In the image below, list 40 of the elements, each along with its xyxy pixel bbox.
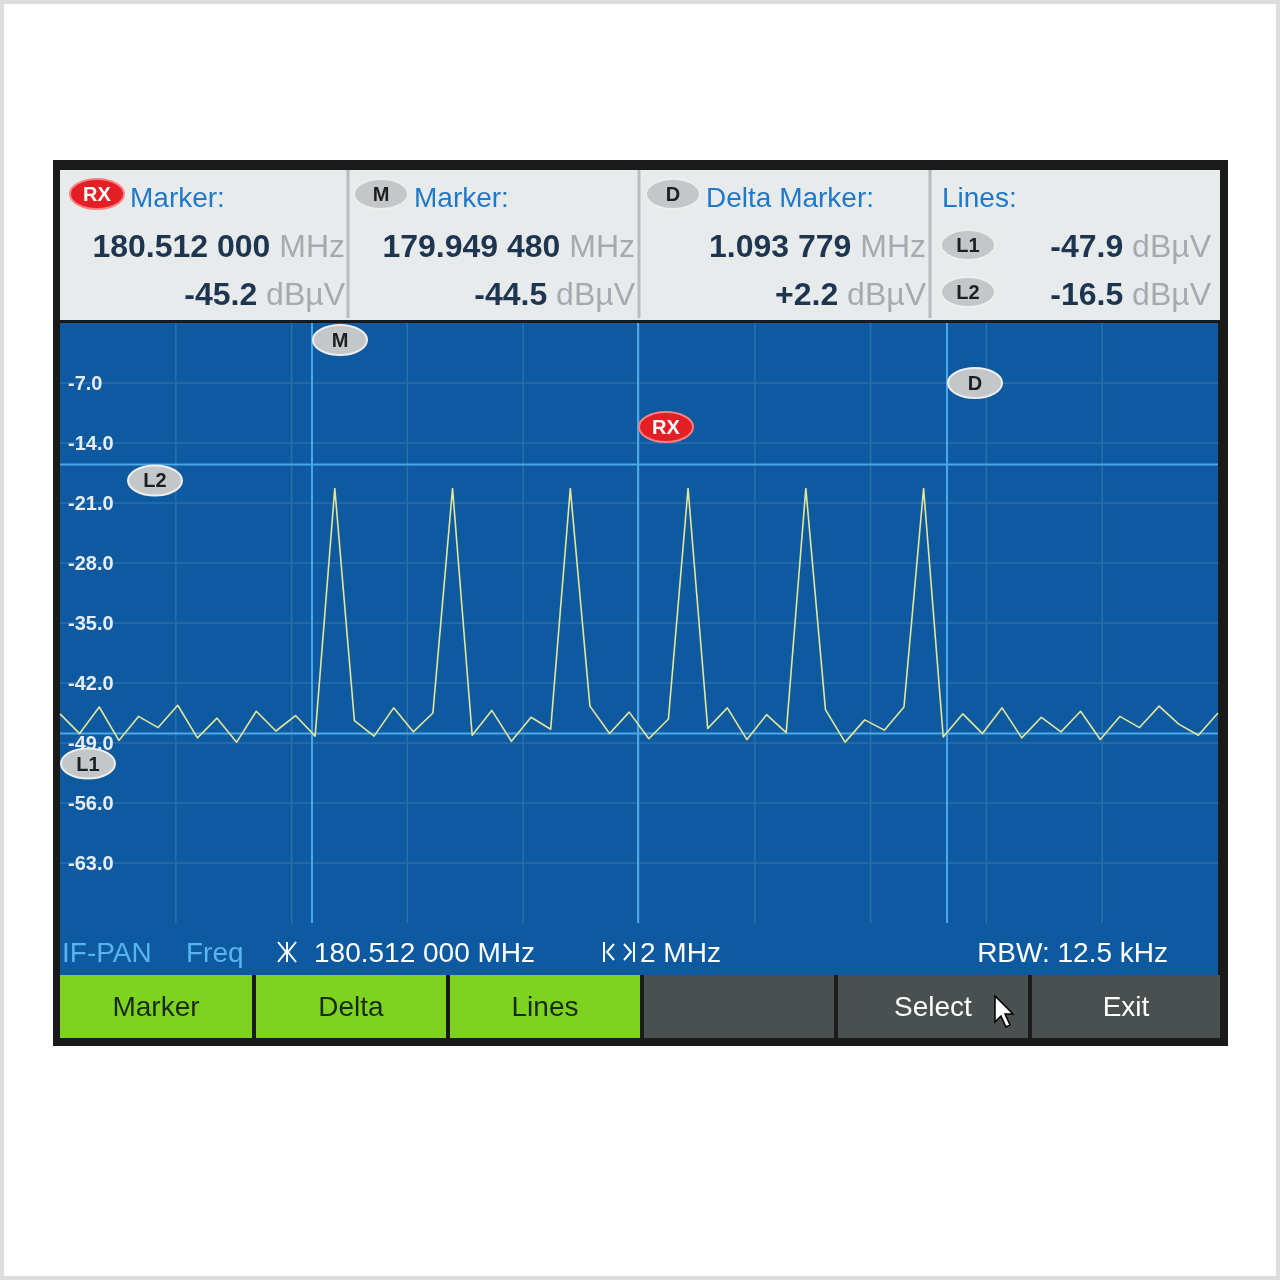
text: Delta <box>318 991 385 1022</box>
text: Exit <box>1102 991 1150 1022</box>
text: Lines: <box>942 182 1017 213</box>
text: Freq <box>186 937 244 968</box>
y-tick-label: -14.0 <box>68 432 114 454</box>
text: Select <box>894 991 973 1022</box>
text: L2 <box>956 281 980 303</box>
text: Marker <box>112 991 200 1022</box>
text: -44.5 dBµV <box>474 276 636 312</box>
y-tick-label: -63.0 <box>68 852 114 874</box>
text: RX <box>83 183 112 205</box>
text: 180.512 000 MHz <box>314 937 536 968</box>
text: 1.093 779 MHz <box>708 228 926 264</box>
text: IF-PAN <box>62 937 152 968</box>
text: -16.5 dBµV <box>1050 276 1212 312</box>
text: Delta Marker: <box>706 182 875 213</box>
text: RBW: 12.5 kHz <box>977 937 1168 968</box>
annotation: M <box>331 329 349 351</box>
text: L1 <box>956 234 980 256</box>
text: -47.9 dBµV <box>1050 228 1212 264</box>
annotation: RX <box>652 416 681 438</box>
y-tick-label: -42.0 <box>68 672 114 694</box>
ref-line-label: L2 <box>143 469 167 492</box>
text: +2.2 dBµV <box>775 276 927 312</box>
text: Marker: <box>414 182 509 213</box>
ref-line-label: L1 <box>76 752 100 775</box>
y-tick-label: -35.0 <box>68 612 114 634</box>
text: 180.512 000 MHz <box>92 228 345 264</box>
text: Lines <box>511 991 579 1022</box>
y-tick-label: -7.0 <box>68 372 103 394</box>
text: Marker: <box>130 182 225 213</box>
y-tick-label: -21.0 <box>68 492 114 514</box>
annotation: D <box>967 372 983 394</box>
text: 179.949 480 MHz <box>382 228 635 264</box>
y-tick-label: -56.0 <box>68 792 114 814</box>
text: -45.2 dBµV <box>184 276 346 312</box>
text: M <box>372 183 390 205</box>
text: D <box>665 183 681 205</box>
text: 2 MHz <box>640 937 721 968</box>
y-tick-label: -28.0 <box>68 552 114 574</box>
